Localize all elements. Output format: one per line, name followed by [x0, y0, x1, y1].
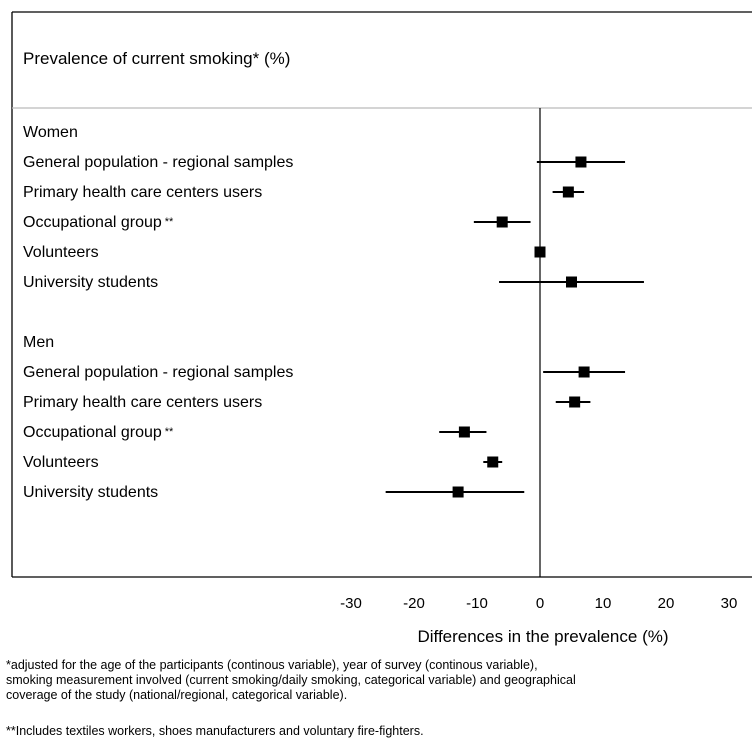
row-label: Primary health care centers users — [23, 394, 262, 411]
forest-plot: Prevalence of current smoking* (%) Women… — [11, 11, 752, 646]
x-axis-label: Differences in the prevalence (%) — [417, 627, 668, 646]
point-estimate — [452, 486, 464, 498]
group-header: Men — [23, 334, 54, 351]
point-estimate — [458, 426, 470, 438]
x-tick-label: 30 — [721, 595, 738, 612]
row-label: Occupational group ** — [23, 424, 174, 441]
footnote-marker: ** — [165, 426, 174, 438]
x-tick-label: 0 — [536, 595, 544, 612]
rows-layer: Women General population - regional sampl… — [23, 124, 644, 501]
point-estimate — [496, 216, 508, 228]
point-estimate — [562, 186, 574, 198]
row-label: Volunteers — [23, 244, 99, 261]
x-tick-label: -10 — [466, 595, 488, 612]
footnote-occupational: **Includes textiles workers, shoes manuf… — [6, 724, 424, 738]
x-tick-label: 10 — [595, 595, 612, 612]
row-label: University students — [23, 484, 158, 501]
group-header: Women — [23, 124, 78, 141]
chart-title: Prevalence of current smoking* (%) — [23, 49, 290, 68]
row-label: University students — [23, 274, 158, 291]
point-estimate — [566, 276, 577, 288]
point-estimate — [487, 456, 499, 468]
x-tick-label: 20 — [658, 595, 675, 612]
row-label: General population - regional samples — [23, 154, 293, 171]
plot-frame — [11, 11, 752, 578]
x-tick-label: -30 — [340, 595, 362, 612]
row-label: Primary health care centers users — [23, 184, 262, 201]
point-estimate — [578, 366, 590, 378]
footnote-marker: ** — [165, 216, 174, 228]
x-tick-label: -20 — [403, 595, 425, 612]
row-label: General population - regional samples — [23, 364, 293, 381]
x-axis: -30 -20 -10 0 10 20 30 — [340, 595, 737, 612]
point-estimate — [575, 156, 587, 168]
point-estimate — [569, 396, 581, 408]
row-label: Occupational group ** — [23, 214, 174, 231]
row-label: Volunteers — [23, 454, 99, 471]
footnote-adjustment: *adjusted for the age of the participant… — [6, 658, 576, 702]
point-estimate — [534, 246, 546, 258]
